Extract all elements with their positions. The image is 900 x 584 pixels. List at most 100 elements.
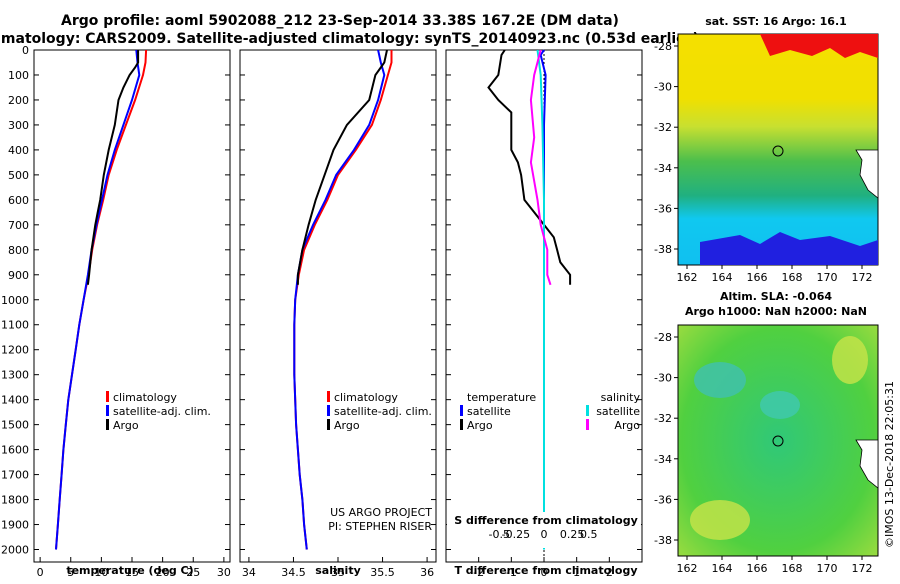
depth-tick-label: 1700 bbox=[1, 469, 29, 482]
x-tick-label: 2 bbox=[606, 566, 613, 579]
depth-tick-label: 600 bbox=[8, 194, 29, 207]
s-diff-tick-label: 0 bbox=[541, 528, 548, 541]
sla-low-patch-2 bbox=[760, 391, 800, 419]
sal-legend-argo-swatch bbox=[327, 419, 330, 430]
x-tick-label: 15 bbox=[125, 566, 139, 579]
map-x-tick-label: 168 bbox=[782, 271, 803, 284]
map-y-tick-label: -36 bbox=[654, 493, 672, 506]
map-y-tick-label: -36 bbox=[654, 202, 672, 215]
sla-argo-location-marker bbox=[772, 435, 784, 447]
series-line-argo bbox=[86, 50, 140, 285]
difference-x-label-S: S difference from climatology bbox=[454, 514, 638, 527]
depth-tick-label: 400 bbox=[8, 144, 29, 157]
x-tick-label: 34.5 bbox=[281, 566, 306, 579]
sla-x-axis: 162 164 166 168 170 172 bbox=[677, 556, 873, 575]
map-x-tick-label: 168 bbox=[782, 562, 803, 575]
legend-climatology-label: climatology bbox=[113, 391, 177, 404]
depth-tick-label: 800 bbox=[8, 244, 29, 257]
sal-legend-satellite-swatch bbox=[327, 405, 330, 416]
legend-argo-swatch bbox=[106, 419, 109, 430]
map-x-tick-label: 164 bbox=[712, 271, 733, 284]
map-y-tick-label: -32 bbox=[654, 412, 672, 425]
depth-tick-label: 1300 bbox=[1, 369, 29, 382]
x-tick-label: 0 bbox=[541, 566, 548, 579]
series-line-argo bbox=[296, 49, 388, 285]
map-y-tick-label: -34 bbox=[654, 453, 672, 466]
x-tick-label: 36 bbox=[420, 566, 434, 579]
legend-satellite-label: satellite-adj. clim. bbox=[113, 405, 211, 418]
x-tick-label: -1 bbox=[506, 566, 517, 579]
sla-land-coast bbox=[855, 439, 879, 489]
sal-legend-climatology-label: climatology bbox=[334, 391, 398, 404]
sal-legend-climatology-swatch bbox=[327, 391, 330, 402]
sla-map-title-2: Argo h1000: NaN h2000: NaN bbox=[685, 305, 867, 318]
depth-tick-label: 1100 bbox=[1, 319, 29, 332]
sst-warm-patch bbox=[760, 34, 878, 58]
sst-land-coast bbox=[855, 149, 879, 199]
sst-cold-patch bbox=[700, 232, 878, 265]
depth-tick-label: 1400 bbox=[1, 394, 29, 407]
series-line-salinity-argo bbox=[529, 49, 552, 286]
series-line-temperature-argo bbox=[487, 49, 572, 285]
diff-legend-s-argo-label: Argo bbox=[614, 419, 640, 432]
map-x-tick-label: 170 bbox=[817, 562, 838, 575]
diff-legend-s-argo-swatch bbox=[586, 419, 589, 430]
x-tick-label: 20 bbox=[156, 566, 170, 579]
temperature-panel-frame bbox=[33, 49, 231, 563]
difference-legend: temperature satellite Argo salinity sate… bbox=[460, 391, 640, 432]
map-y-tick-label: -34 bbox=[654, 162, 672, 175]
map-y-tick-label: -28 bbox=[654, 331, 672, 344]
depth-tick-label: 1500 bbox=[1, 419, 29, 432]
diff-legend-salinity-title: salinity bbox=[601, 391, 641, 404]
s-axis-backdrop bbox=[447, 512, 641, 548]
salinity-series bbox=[293, 49, 393, 550]
map-x-tick-label: 162 bbox=[677, 562, 698, 575]
credit-project: US ARGO PROJECT bbox=[330, 506, 432, 519]
depth-tick-label: 1600 bbox=[1, 444, 29, 457]
imos-stamp: ©IMOS 13-Dec-2018 22:05:31 bbox=[883, 381, 896, 548]
map-y-tick-label: -38 bbox=[654, 534, 672, 547]
depth-axis: 0 100 200 300 400 500 600 700 800 900 1000 1100 1200… bbox=[1, 44, 642, 557]
map-x-tick-label: 170 bbox=[817, 271, 838, 284]
depth-tick-label: 1000 bbox=[1, 294, 29, 307]
difference-series bbox=[487, 49, 572, 562]
sst-argo-location-marker bbox=[772, 145, 784, 157]
sal-legend-satellite-label: satellite-adj. clim. bbox=[334, 405, 432, 418]
sla-low-patch-1 bbox=[694, 362, 746, 398]
map-x-tick-label: 166 bbox=[747, 271, 768, 284]
map-y-tick-label: -38 bbox=[654, 243, 672, 256]
sla-high-patch-2 bbox=[690, 500, 750, 540]
diff-legend-s-satellite-swatch bbox=[586, 405, 589, 416]
depth-tick-label: 1200 bbox=[1, 344, 29, 357]
x-tick-label: 25 bbox=[186, 566, 200, 579]
diff-legend-t-argo-label: Argo bbox=[467, 419, 493, 432]
map-y-tick-label: -28 bbox=[654, 40, 672, 53]
depth-tick-label: 2000 bbox=[1, 544, 29, 557]
map-x-tick-label: 166 bbox=[747, 562, 768, 575]
x-tick-label: 1 bbox=[573, 566, 580, 579]
s-diff-tick-label: -0.25 bbox=[502, 528, 530, 541]
sst-map bbox=[677, 33, 879, 266]
s-diff-tick-label: 0.25 bbox=[560, 528, 585, 541]
temperature-x-label: temperature (deg C) bbox=[66, 564, 193, 577]
salinity-panel-frame bbox=[239, 49, 437, 563]
legend-satellite-swatch bbox=[106, 405, 109, 416]
depth-tick-label: 500 bbox=[8, 169, 29, 182]
map-x-tick-label: 164 bbox=[712, 562, 733, 575]
temperature-legend: climatology satellite-adj. clim. Argo bbox=[106, 391, 211, 432]
series-line-satellite-adj-clim- bbox=[293, 49, 386, 550]
depth-tick-label: 700 bbox=[8, 219, 29, 232]
map-y-tick-label: -30 bbox=[654, 372, 672, 385]
figure-title-line1: Argo profile: aoml 5902088_212 23-Sep-20… bbox=[61, 13, 619, 29]
map-y-tick-label: -30 bbox=[654, 81, 672, 94]
map-x-tick-label: 172 bbox=[852, 271, 873, 284]
salinity-difference-axis: -0.5-0.25 0 0.250.5 bbox=[489, 528, 598, 541]
x-tick-label: -2 bbox=[473, 566, 484, 579]
temperature-series bbox=[55, 49, 148, 550]
series-line-satellite-adj-clim- bbox=[55, 49, 141, 550]
s-diff-tick-label: 0.5 bbox=[580, 528, 598, 541]
salinity-x-label: salinity bbox=[315, 564, 361, 577]
legend-climatology-swatch bbox=[106, 391, 109, 402]
sal-legend-argo-label: Argo bbox=[334, 419, 360, 432]
difference-x-axis: -2 -1 0 1 2 bbox=[473, 557, 613, 579]
